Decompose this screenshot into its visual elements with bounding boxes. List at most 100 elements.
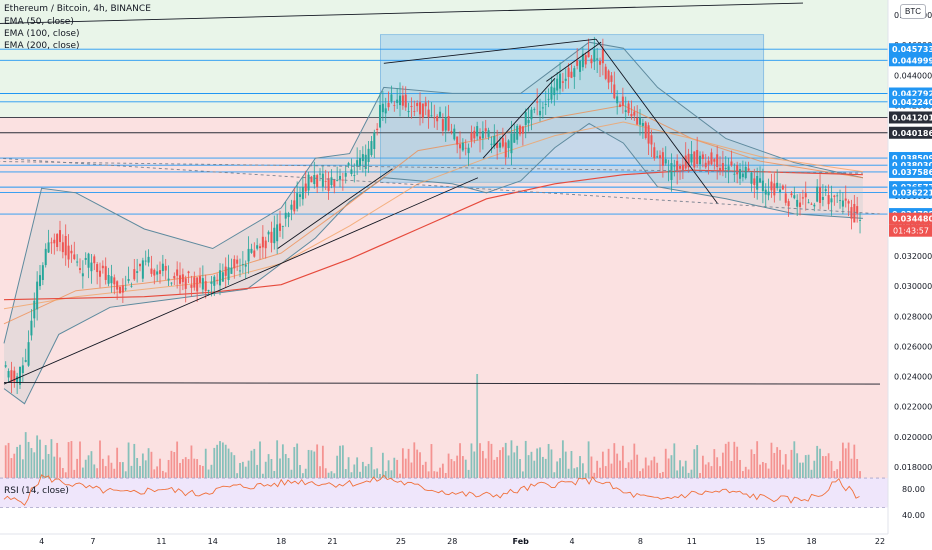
trendline[interactable] [3,177,479,385]
trendline[interactable] [0,2,804,24]
trendline[interactable] [482,78,556,159]
volume-bar [61,468,64,482]
volume-bar [99,440,101,482]
volume-bar [613,443,616,482]
time-tick: 11 [156,537,166,546]
trendline[interactable] [546,41,602,82]
volume-bar [559,458,561,482]
price-label-blue[interactable]: 0.036221 [892,188,932,197]
candle-body [456,136,459,145]
candle-body [170,282,173,284]
trendline[interactable] [3,382,881,385]
price-label-blue-bg [889,43,932,56]
volume-bar [484,458,487,482]
candle-body [596,58,599,60]
volume-bar [647,465,650,482]
volume-bar [276,440,279,482]
candle-body [779,189,782,193]
candle-body [527,119,530,124]
candle-body [367,148,370,162]
price-label-blue[interactable]: 0.037586 [892,168,932,177]
rsi-legend[interactable]: RSI (14, close) [4,486,69,496]
volume-bar [33,452,36,482]
volume-bar [316,444,319,482]
volume-bar [121,462,124,482]
price-label-blue[interactable]: 0.038030 [892,161,932,170]
volume-bar [487,441,490,482]
trendlines[interactable] [0,2,881,385]
candle-body [50,242,53,244]
candle-body [530,109,533,120]
candle-body [679,165,682,169]
time-axis[interactable]: 4 7 11 14 18 21 25 28 Feb 4 8 11 15 18 22 [39,537,885,546]
candle-body [747,168,750,171]
volume-bar [799,462,801,482]
candle-body [733,173,736,175]
candle-body [319,173,322,175]
candle-body [139,263,142,267]
volume-bar [227,448,230,482]
volume-bar [267,454,270,482]
candle-body [524,112,527,125]
price-tick: 0.026000 [894,342,932,351]
candle-body [773,183,776,196]
price-label-blue[interactable]: 0.045733 [892,45,932,54]
volume-bar [610,463,613,482]
ema200-legend[interactable]: EMA (200, close) [4,41,80,51]
candle-body [753,178,756,185]
candle-body [459,144,462,149]
currency-badge[interactable]: BTC [900,4,926,19]
volume-bar [467,469,470,482]
trendline[interactable] [383,38,597,64]
time-tick: 21 [327,537,337,546]
volume-bar [733,441,736,482]
volume-bar [150,451,153,482]
price-label-dark[interactable]: 0.041201 [892,113,932,122]
volume-bar [336,455,339,482]
volume-bar [724,443,727,482]
volume-bar [541,456,544,482]
volume-bar [516,445,519,482]
volume-bar [127,442,130,482]
candle-body [290,204,293,210]
last-price-label[interactable]: 0.034480 [892,215,932,224]
dashed-trendline[interactable] [0,161,863,174]
volume-bar [247,460,250,482]
candle-body [230,267,233,274]
dashed-trendline[interactable] [0,157,881,215]
ema100-legend[interactable]: EMA (100, close) [4,29,80,39]
volume-bar [544,458,547,482]
trendline[interactable] [277,168,393,249]
candle-body [519,125,522,135]
candle-body [221,272,224,282]
volume-bar [521,471,524,482]
price-label-blue[interactable]: 0.042792 [892,90,932,99]
volume-bar [596,460,599,482]
volume-bar [681,466,684,482]
candle-body [624,110,627,113]
candle-body [430,115,433,117]
price-label-dark[interactable]: 0.040186 [892,129,932,138]
candle-body [121,285,124,293]
candle-body [693,151,696,168]
volume-bar [41,459,44,482]
price-label-blue[interactable]: 0.038509 [892,154,932,163]
candle-body [744,166,747,179]
price-label-blue[interactable]: 0.042240 [892,98,932,107]
volume-bar [741,471,744,482]
candle-body [850,207,853,219]
candle-body [630,113,633,117]
candle-body [327,178,330,191]
time-tick: 4 [39,537,44,546]
volume-bar [147,448,150,482]
candle-body [376,128,379,130]
candle-body [10,370,13,382]
volume-bar [593,472,596,482]
volume-bar [530,451,533,482]
price-label-blue[interactable]: 0.044999 [892,56,932,65]
trendline[interactable] [595,38,718,204]
candle-body [710,152,713,165]
price-axis[interactable]: 0.0480000.0460000.0440000.0420000.040000… [887,0,932,550]
ema50-legend[interactable]: EMA (50, close) [4,17,74,27]
